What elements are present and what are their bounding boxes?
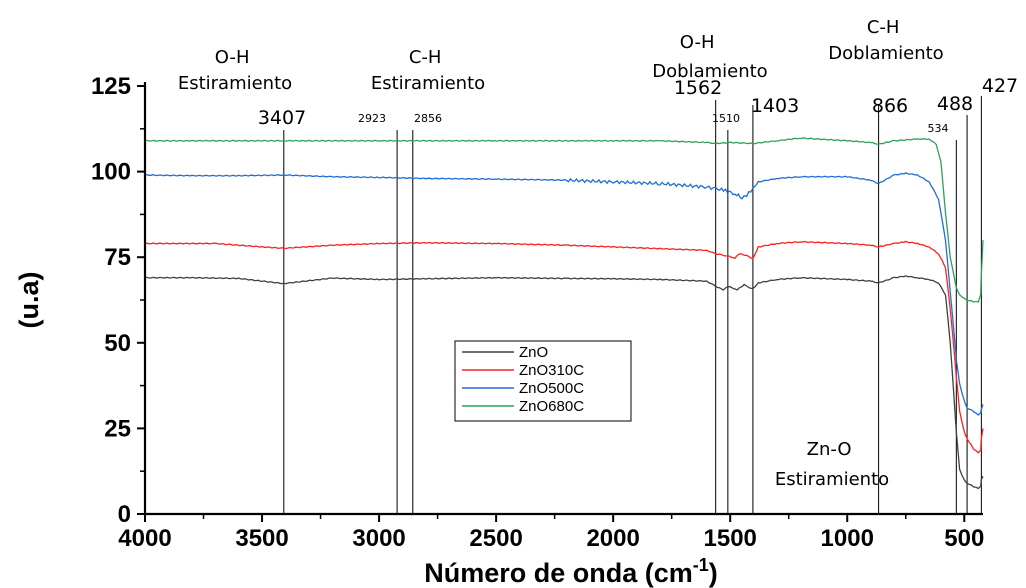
x-tick-label-2000: 2000 (586, 525, 639, 552)
annotation-ch-stretch-line2: Estiramiento (371, 73, 485, 94)
series-line-zno310c (144, 240, 984, 514)
x-tick-label-2500: 2500 (469, 525, 522, 552)
axes (143, 82, 983, 516)
peak-label-3407: 3407 (258, 107, 306, 129)
annotation-oh-bend-line1: O-H (680, 32, 715, 53)
legend-label-zno: ZnO (519, 344, 548, 361)
legend-box (454, 340, 632, 422)
y-tick-label-0: 0 (118, 501, 131, 528)
x-tick-label-4000: 4000 (118, 525, 171, 552)
legend: ZnO ZnO310C ZnO500C ZnO680C (454, 340, 632, 422)
annotation-oh-stretch: O-H Estiramiento (178, 47, 292, 94)
annotation-oh-stretch-line2: Estiramiento (178, 73, 292, 94)
peak-label-866: 866 (872, 95, 908, 117)
peak-label-1510: 1510 (712, 112, 740, 125)
y-tick-label-100: 100 (91, 159, 131, 186)
legend-label-zno680c: ZnO680C (519, 398, 584, 415)
series-layer (144, 137, 984, 514)
annotation-oh-bend: O-H Doblamiento (652, 32, 767, 82)
peak-lines (283, 96, 982, 514)
annotation-ch-bend-line2: Doblamiento (828, 43, 943, 64)
series-line-zno500c (144, 172, 984, 514)
x-axis-title-close: ) (709, 558, 718, 588)
annotation-ch-bend-line1: C-H (867, 17, 900, 38)
annotation-zno-stretch-line1: Zn-O (807, 439, 852, 460)
peak-labels: 3407 2923 2856 1562 1510 1403 866 534 488 427 (258, 75, 1018, 135)
x-tick-label-1000: 1000 (821, 525, 874, 552)
annotation-ch-bend: C-H Doblamiento (828, 17, 943, 64)
peak-label-2923: 2923 (358, 112, 386, 125)
peak-label-534: 534 (928, 122, 949, 135)
peak-label-1562: 1562 (674, 77, 722, 99)
annotation-zno-stretch-line2: Estiramiento (775, 469, 889, 490)
legend-label-zno500c: ZnO500C (519, 380, 584, 397)
peak-label-2856: 2856 (414, 112, 442, 125)
annotation-ch-stretch-line1: C-H (409, 47, 442, 68)
x-axis-title-sup: -1 (693, 555, 709, 575)
y-tick-label-75: 75 (104, 244, 131, 271)
peak-label-427: 427 (982, 75, 1018, 97)
annotation-oh-stretch-line1: O-H (215, 47, 250, 68)
y-tick-label-125: 125 (91, 73, 131, 100)
x-axis-title: Número de onda (cm-1) (424, 555, 718, 588)
series-line-zno (144, 275, 984, 514)
annotation-oh-bend-line2: Doblamiento (652, 61, 767, 82)
x-tick-label-3500: 3500 (235, 525, 288, 552)
annotation-zno-stretch: Zn-O Estiramiento (775, 439, 889, 490)
x-axis-title-main: Número de onda (cm (424, 558, 693, 588)
tick-marks: 4000 3500 3000 2500 2000 1500 1000 500 0 25 50 75 10… (91, 73, 984, 552)
peak-label-1403: 1403 (751, 95, 799, 117)
y-tick-label-25: 25 (104, 415, 131, 442)
annotation-ch-stretch: C-H Estiramiento (371, 47, 485, 94)
series-line-zno680c (144, 137, 984, 514)
x-tick-label-1500: 1500 (704, 525, 757, 552)
y-axis-title: (u.a) (14, 272, 44, 329)
x-tick-label-3000: 3000 (352, 525, 405, 552)
legend-label-zno310c: ZnO310C (519, 362, 584, 379)
x-tick-label-500: 500 (944, 525, 984, 552)
y-tick-label-50: 50 (104, 330, 131, 357)
peak-label-488: 488 (937, 93, 973, 115)
